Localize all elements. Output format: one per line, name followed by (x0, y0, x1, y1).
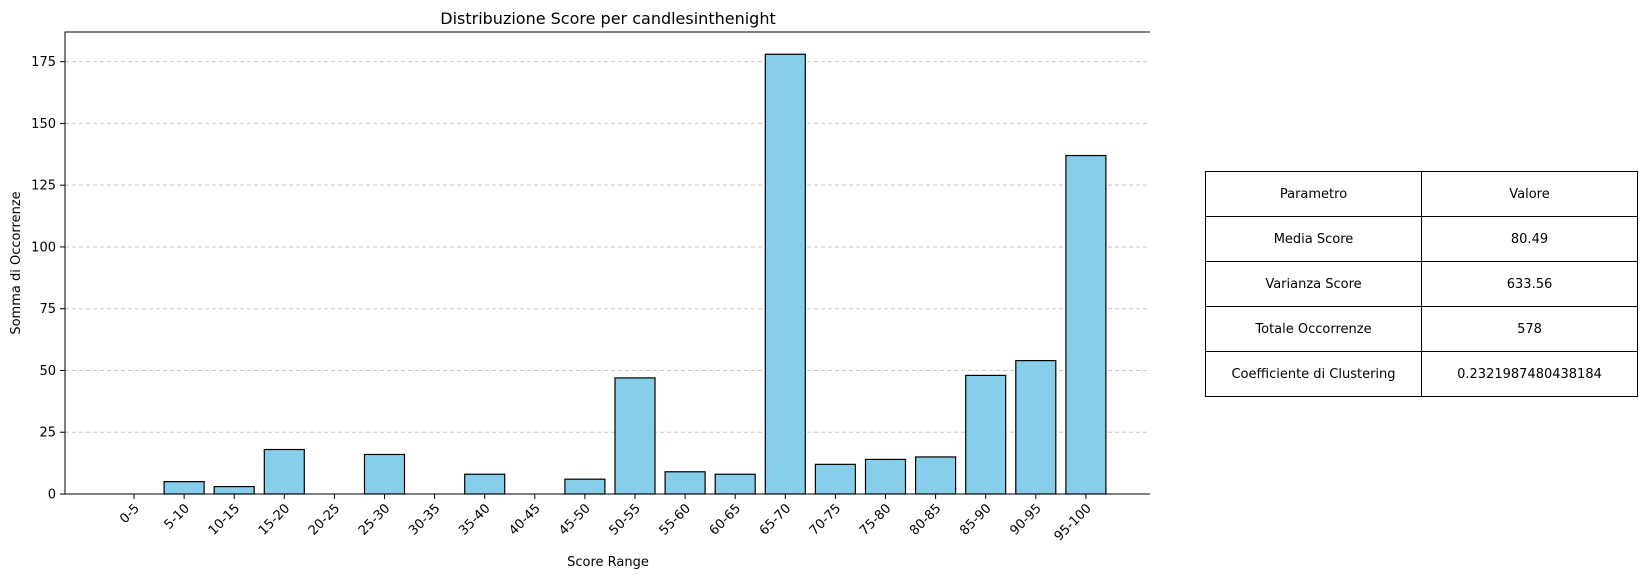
y-tick-label: 50 (39, 364, 56, 379)
table-cell-parameter: Totale Occorrenze (1205, 306, 1422, 352)
table-cell-value: 578 (1421, 306, 1638, 352)
x-tick-label: 50-55 (607, 501, 644, 538)
x-tick-label: 75-80 (857, 501, 894, 538)
bar-65-70 (764, 53, 806, 495)
table-cell-parameter: Coefficiente di Clustering (1205, 351, 1422, 397)
x-tick-label: 20-25 (306, 501, 343, 538)
table-cell-value: 633.56 (1421, 261, 1638, 307)
bar-55-60 (664, 471, 706, 495)
y-tick-label: 175 (31, 55, 56, 70)
bar-60-65 (714, 473, 756, 495)
x-tick-label: 80-85 (907, 501, 944, 538)
bar-85-90 (965, 374, 1007, 495)
chart-title: Distribuzione Score per candlesinthenigh… (440, 9, 775, 28)
x-tick-label: 5-10 (161, 501, 192, 532)
table-row: Media Score 80.49 (1205, 216, 1638, 262)
x-tick-label: 15-20 (256, 501, 293, 538)
x-tick-label: 90-95 (1007, 501, 1044, 538)
plot-area-frame (64, 31, 1150, 495)
bar-50-55 (614, 377, 656, 495)
table-row: Coefficiente di Clustering 0.232198748043… (1205, 351, 1638, 397)
x-tick-label: 70-75 (807, 501, 844, 538)
x-tick-label: 85-90 (957, 501, 994, 538)
x-tick-label: 35-40 (456, 501, 493, 538)
bar-5-10 (163, 481, 205, 495)
stats-table-body: Parametro Valore Media Score 80.49 Varianza … (1205, 171, 1638, 397)
x-tick-label: 40-45 (506, 501, 543, 538)
table-cell-parameter: Varianza Score (1205, 261, 1422, 307)
y-tick-label: 75 (39, 302, 56, 317)
x-tick-label: 0-5 (117, 501, 143, 527)
table-header-row: Parametro Valore (1205, 171, 1638, 217)
bar-25-30 (363, 453, 406, 495)
x-tick-label: 60-65 (707, 501, 744, 538)
y-axis-label: Somma di Occorrenze (9, 191, 24, 334)
x-tick-label: 30-35 (406, 501, 443, 538)
x-tick-label: 10-15 (206, 501, 243, 538)
bar-15-20 (263, 448, 305, 495)
bar-75-80 (864, 458, 907, 495)
stats-table: Parametro Valore Media Score 80.49 Varianza … (1205, 171, 1638, 397)
y-tick-label: 150 (31, 117, 56, 132)
bar-90-95 (1015, 359, 1057, 495)
y-tick-label: 0 (48, 488, 56, 503)
bar-95-100 (1065, 154, 1107, 495)
table-row: Varianza Score 633.56 (1205, 261, 1638, 307)
table-row: Totale Occorrenze 578 (1205, 306, 1638, 352)
bar-10-15 (213, 485, 255, 495)
gridlines (65, 61, 1150, 433)
bar-80-85 (914, 456, 957, 495)
bar-chart: 0 25 50 75 100 125 150 175 0-5 5-10 10-15 15-20 20-… (9, 9, 1150, 570)
table-cell-value: 80.49 (1421, 216, 1638, 262)
table-cell-parameter: Media Score (1205, 216, 1422, 262)
y-tick-label: 25 (39, 426, 56, 441)
table-cell-parameter: Parametro (1205, 171, 1422, 217)
y-tick-label: 100 (31, 240, 56, 255)
bar-45-50 (564, 478, 606, 495)
x-tick-label: 55-60 (657, 501, 694, 538)
bar-35-40 (464, 473, 506, 495)
x-tick-label: 65-70 (757, 501, 794, 538)
bars (163, 53, 1107, 495)
x-tick-label: 45-50 (556, 501, 593, 538)
table-cell-value: Valore (1421, 171, 1638, 217)
y-tick-label: 125 (31, 179, 56, 194)
y-axis-ticks: 0 25 50 75 100 125 150 175 (31, 55, 65, 503)
x-tick-label: 25-30 (356, 501, 393, 538)
x-tick-label: 95-100 (1052, 501, 1095, 544)
table-cell-value: 0.2321987480438184 (1421, 351, 1638, 397)
x-axis-ticks: 0-5 5-10 10-15 15-20 20-25 25-30 30-35 35-40 40-… (117, 494, 1095, 544)
x-axis-label: Score Range (567, 555, 649, 570)
bar-70-75 (814, 463, 857, 495)
